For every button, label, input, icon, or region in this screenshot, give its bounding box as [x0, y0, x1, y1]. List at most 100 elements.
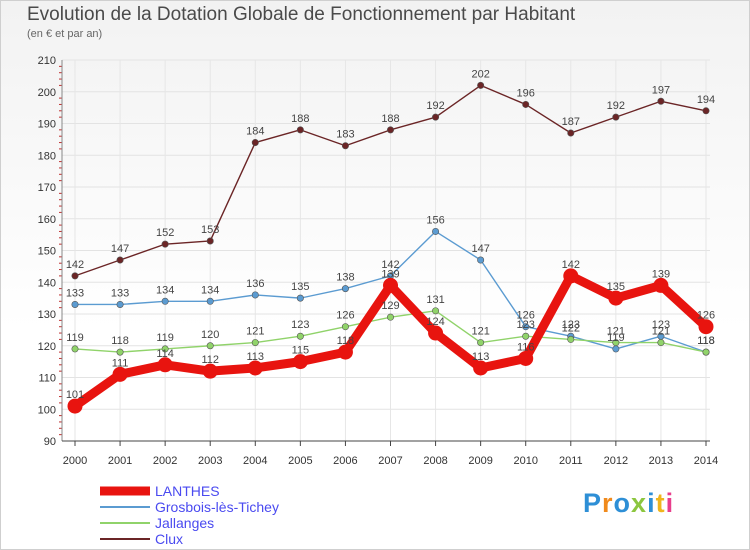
x-tick-label-2005: 2005 — [288, 455, 312, 467]
x-tick-label-2007: 2007 — [378, 455, 402, 467]
data-point-LANTHES-2011 — [563, 268, 579, 284]
data-point-Clux-2011 — [567, 129, 575, 137]
data-point-LANTHES-2014 — [698, 319, 714, 335]
legend-label-LANTHES: LANTHES — [155, 483, 220, 499]
legend-label-Jallanges: Jallanges — [155, 515, 214, 531]
x-tick-label-2008: 2008 — [423, 455, 447, 467]
data-label-LANTHES-2011: 142 — [562, 259, 580, 271]
data-point-Grosbois-lès-Tichey-2006 — [341, 285, 349, 293]
data-point-LANTHES-2000 — [67, 398, 83, 414]
data-label-Clux-2010: 196 — [517, 87, 535, 99]
logo-letter: t — [655, 488, 666, 518]
data-label-Jallanges-2006: 126 — [336, 310, 354, 322]
data-point-Grosbois-lès-Tichey-2009 — [477, 256, 485, 264]
legend-label-Clux: Clux — [155, 531, 183, 547]
data-label-Clux-2013: 197 — [652, 84, 670, 96]
data-label-Jallanges-2013: 121 — [652, 326, 670, 338]
data-point-Clux-2000 — [71, 272, 79, 280]
logo-letter: i — [647, 488, 656, 518]
data-point-Clux-2007 — [386, 126, 394, 134]
x-tick-label-2000: 2000 — [63, 455, 87, 467]
data-point-Jallanges-2007 — [386, 313, 394, 321]
data-label-LANTHES-2007: 139 — [381, 268, 399, 280]
data-point-Clux-2002 — [161, 240, 169, 248]
data-point-LANTHES-2001 — [112, 366, 128, 382]
data-point-LANTHES-2004 — [247, 360, 263, 376]
data-point-Jallanges-2004 — [251, 339, 259, 347]
y-tick-label-210: 210 — [38, 55, 56, 67]
data-point-LANTHES-2007 — [383, 277, 398, 293]
data-point-Jallanges-2005 — [296, 332, 304, 340]
logo-letter: x — [631, 488, 648, 518]
y-tick-label-110: 110 — [38, 373, 56, 385]
data-label-LANTHES-2012: 135 — [607, 281, 625, 293]
data-point-Jallanges-2000 — [71, 345, 79, 353]
data-label-LANTHES-2004: 113 — [247, 351, 265, 363]
data-label-Grosbois-lès-Tichey-2011: 123 — [562, 319, 580, 331]
data-label-Jallanges-2009: 121 — [471, 326, 489, 338]
data-label-Grosbois-lès-Tichey-2014: 118 — [697, 335, 715, 347]
data-point-LANTHES-2010 — [518, 350, 534, 366]
data-label-Grosbois-lès-Tichey-2002: 134 — [156, 284, 174, 296]
data-point-Clux-2001 — [116, 256, 124, 264]
data-point-LANTHES-2005 — [292, 354, 308, 370]
data-point-Clux-2009 — [477, 81, 485, 89]
chart-subtitle: (en € et par an) — [27, 28, 103, 40]
data-label-Grosbois-lès-Tichey-2004: 136 — [246, 278, 264, 290]
data-point-Clux-2010 — [522, 100, 530, 108]
x-tick-label-2002: 2002 — [153, 455, 177, 467]
y-tick-label-170: 170 — [38, 182, 56, 194]
data-label-Jallanges-2001: 118 — [111, 335, 129, 347]
logo-letter: o — [613, 488, 632, 518]
data-label-Jallanges-2007: 129 — [381, 300, 399, 312]
data-label-Clux-2003: 153 — [201, 224, 219, 236]
data-label-Clux-2009: 202 — [471, 68, 489, 80]
data-label-Clux-2004: 184 — [246, 126, 264, 138]
logo-letter: P — [583, 488, 603, 518]
data-label-Clux-2012: 192 — [607, 100, 625, 112]
data-label-Clux-2008: 192 — [426, 100, 444, 112]
data-label-Grosbois-lès-Tichey-2005: 135 — [291, 281, 309, 293]
data-label-LANTHES-2008: 124 — [426, 316, 444, 328]
x-tick-label-2012: 2012 — [604, 455, 628, 467]
data-point-LANTHES-2012 — [608, 290, 624, 306]
data-point-Jallanges-2001 — [116, 348, 124, 356]
y-tick-label-150: 150 — [38, 246, 56, 258]
chart-axes: 90 100 110 120 130 140 150 160 170 180 190 200 210 20… — [38, 55, 719, 467]
data-label-Grosbois-lès-Tichey-2001: 133 — [111, 287, 129, 299]
x-tick-label-2010: 2010 — [513, 455, 537, 467]
y-tick-label-130: 130 — [38, 309, 56, 321]
data-point-LANTHES-2013 — [653, 277, 669, 293]
data-label-Jallanges-2003: 120 — [201, 329, 219, 341]
data-point-Clux-2014 — [702, 107, 710, 115]
chart-data-labels: 142 147 152 153 184 188 183 188 192 202 196 187 192 1… — [66, 68, 715, 401]
data-label-Grosbois-lès-Tichey-2013: 123 — [652, 319, 670, 331]
data-point-LANTHES-2006 — [337, 344, 353, 360]
data-label-LANTHES-2000: 101 — [66, 389, 84, 401]
data-label-Jallanges-2000: 119 — [66, 332, 84, 344]
data-label-LANTHES-2002: 114 — [156, 348, 174, 360]
data-point-Clux-2008 — [432, 113, 440, 121]
x-tick-label-2003: 2003 — [198, 455, 222, 467]
data-point-Grosbois-lès-Tichey-2010 — [522, 323, 530, 331]
x-tick-label-2013: 2013 — [649, 455, 673, 467]
data-label-Jallanges-2004: 121 — [246, 326, 264, 338]
logo-letter: i — [665, 488, 675, 518]
data-point-Grosbois-lès-Tichey-2000 — [71, 300, 79, 308]
data-label-Jallanges-2014: 118 — [697, 335, 715, 347]
chart-series — [67, 81, 714, 414]
x-tick-label-2009: 2009 — [468, 455, 492, 467]
chart-title: Evolution de la Dotation Globale de Fonc… — [27, 4, 576, 25]
data-label-LANTHES-2013: 139 — [652, 268, 670, 280]
proxiti-logo: Proxiti — [583, 488, 674, 519]
data-point-Jallanges-2002 — [161, 345, 169, 353]
data-point-Clux-2013 — [657, 97, 665, 105]
data-point-Jallanges-2009 — [477, 339, 485, 347]
data-label-Clux-2005: 188 — [291, 113, 309, 125]
y-tick-label-160: 160 — [38, 214, 56, 226]
data-label-Jallanges-2010: 123 — [517, 319, 535, 331]
data-label-Grosbois-lès-Tichey-2007: 142 — [381, 259, 399, 271]
data-label-Clux-2006: 183 — [336, 129, 354, 141]
x-tick-label-2011: 2011 — [559, 455, 583, 467]
